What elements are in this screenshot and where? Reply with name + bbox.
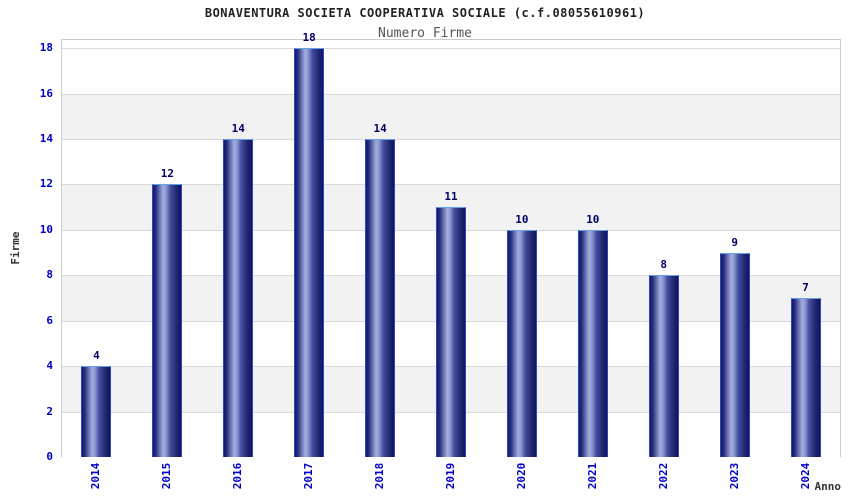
bar-2016 <box>223 138 254 457</box>
y-axis-title: Firme <box>9 231 22 265</box>
chart-subtitle: Numero Firme <box>378 26 472 41</box>
x-tick-label: 2022 <box>656 462 670 490</box>
bar-2015 <box>152 184 183 457</box>
bar-2023 <box>719 252 750 457</box>
bar-value-label: 10 <box>586 212 600 226</box>
x-tick-label: 2021 <box>585 462 599 490</box>
y-tick-label: 12 <box>39 177 53 191</box>
bar-2021 <box>577 229 608 457</box>
y-tick-label: 6 <box>46 313 53 327</box>
bar-value-label: 10 <box>515 212 529 226</box>
gridline <box>62 93 840 95</box>
x-tick-label: 2024 <box>798 462 812 490</box>
x-tick-label: 2020 <box>514 462 528 490</box>
bar-value-label: 12 <box>160 167 174 181</box>
plot-band <box>62 138 840 185</box>
y-tick-label: 10 <box>39 222 53 236</box>
bar-value-label: 11 <box>444 190 458 204</box>
x-tick-label: 2019 <box>444 462 457 490</box>
bar-value-label: 4 <box>93 349 100 363</box>
bar-2018 <box>365 138 396 457</box>
bar-2014 <box>81 366 112 457</box>
x-tick-label: 2017 <box>302 462 316 490</box>
x-tick-label: 2016 <box>231 462 245 490</box>
gridline <box>62 48 840 50</box>
bar-value-label: 8 <box>660 258 668 272</box>
bar-value-label: 14 <box>231 121 245 135</box>
bar-2017 <box>294 48 325 457</box>
x-axis-title: Anno <box>814 480 842 493</box>
x-tick-label: 2014 <box>89 462 103 490</box>
gridline <box>62 184 840 186</box>
chart-title: BONAVENTURA SOCIETA COOPERATIVA SOCIALE … <box>204 6 646 20</box>
bar-value-label: 18 <box>302 31 316 45</box>
bar-value-label: 7 <box>802 280 809 294</box>
bar-value-label: 14 <box>373 121 387 135</box>
bar-2020 <box>506 229 537 457</box>
bar-2022 <box>648 275 679 457</box>
y-tick-label: 16 <box>39 86 53 100</box>
y-tick-label: 14 <box>39 131 53 145</box>
bar-2019 <box>436 207 466 457</box>
x-tick-label: 2023 <box>727 462 741 490</box>
y-tick-label: 4 <box>46 359 53 373</box>
y-tick-label: 2 <box>46 404 53 418</box>
y-tick-label: 0 <box>46 450 53 463</box>
y-tick-label: 18 <box>39 41 53 55</box>
x-tick-label: 2018 <box>373 462 387 490</box>
x-tick-label: 2015 <box>160 462 174 490</box>
bar-2024 <box>790 297 821 457</box>
gridline <box>62 138 840 140</box>
y-tick-label: 8 <box>46 268 53 282</box>
plot-band <box>62 93 840 139</box>
plot-band <box>62 48 840 94</box>
bar-value-label: 9 <box>731 235 738 249</box>
